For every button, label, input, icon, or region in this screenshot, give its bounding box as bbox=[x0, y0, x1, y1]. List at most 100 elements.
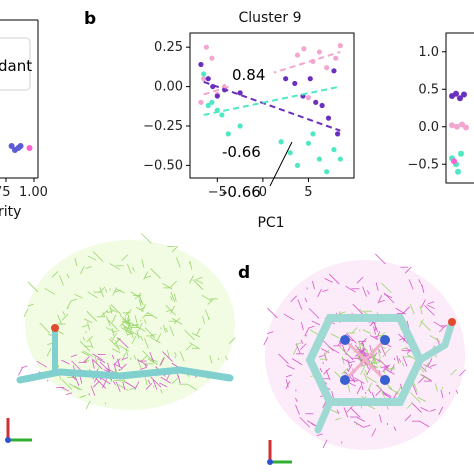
mesh-line bbox=[331, 391, 335, 400]
mesh-line bbox=[341, 367, 349, 375]
mesh-line bbox=[398, 358, 402, 363]
mesh-line bbox=[348, 360, 355, 364]
mesh-line bbox=[377, 384, 381, 390]
mesh-line bbox=[395, 307, 406, 315]
mesh-line bbox=[160, 376, 171, 384]
mesh-line bbox=[113, 363, 117, 372]
mesh-line bbox=[263, 336, 269, 346]
mesh-line bbox=[362, 329, 371, 335]
panel-b-point-series-2 bbox=[287, 150, 293, 156]
mesh-line bbox=[147, 379, 151, 385]
annotation-purple-r: -0.66 bbox=[222, 143, 261, 161]
mesh-line bbox=[23, 308, 29, 318]
mesh-line bbox=[283, 313, 294, 321]
mesh-line bbox=[81, 351, 90, 357]
oxygen-atom-right bbox=[448, 318, 456, 326]
mesh-line bbox=[228, 337, 236, 344]
mesh-line bbox=[171, 245, 179, 253]
mesh-line bbox=[87, 291, 98, 299]
mesh-line bbox=[297, 299, 303, 310]
mesh-line bbox=[137, 359, 148, 367]
mesh-line bbox=[147, 358, 158, 365]
mesh-line bbox=[141, 259, 145, 268]
mesh-line bbox=[393, 426, 397, 432]
mesh-line bbox=[375, 282, 379, 291]
mesh-line bbox=[172, 318, 183, 325]
mesh-line bbox=[319, 367, 323, 373]
panel-b-point-series-2 bbox=[201, 71, 207, 77]
panel-c: 1.0 0.5 0.0 −0.5 bbox=[407, 32, 474, 184]
panel-b-point-series-2 bbox=[337, 156, 343, 162]
mesh-line bbox=[79, 375, 83, 384]
mesh-line bbox=[122, 381, 126, 390]
panel-a-xlabel: rity bbox=[0, 204, 21, 220]
mesh-line bbox=[66, 273, 70, 279]
panel-b-point-series-2 bbox=[331, 147, 337, 153]
mesh-line bbox=[57, 314, 62, 325]
mesh-line bbox=[192, 279, 204, 290]
mesh-line bbox=[207, 298, 215, 305]
mesh-line bbox=[330, 333, 340, 339]
mesh-line bbox=[316, 433, 323, 437]
mesh-line bbox=[143, 319, 147, 324]
mesh-line bbox=[111, 354, 115, 360]
mesh-line bbox=[225, 356, 228, 361]
mesh-line bbox=[70, 354, 78, 358]
mesh-line bbox=[438, 406, 444, 415]
mesh-line bbox=[324, 278, 333, 283]
mesh-line bbox=[112, 332, 117, 342]
panel-b-point-series-2 bbox=[278, 139, 284, 145]
mesh-line bbox=[338, 340, 342, 345]
mesh-line bbox=[420, 407, 429, 412]
mesh-line bbox=[126, 263, 132, 274]
mesh-line bbox=[140, 355, 148, 362]
mesh-line bbox=[149, 351, 155, 363]
annotation-pointer bbox=[269, 141, 293, 187]
panel-b-xtick-label: 0 bbox=[259, 185, 267, 200]
mesh-line bbox=[370, 355, 379, 361]
mesh-line bbox=[162, 282, 173, 290]
mesh-line bbox=[150, 336, 161, 344]
panel-b-trendline-1 bbox=[203, 80, 341, 132]
mesh-line bbox=[285, 379, 289, 388]
mesh-line bbox=[419, 306, 423, 315]
panel-b-point-series-0 bbox=[294, 52, 301, 58]
mesh-line bbox=[352, 303, 364, 315]
mesh-line bbox=[418, 279, 422, 284]
mesh-line bbox=[163, 324, 166, 333]
mesh-line bbox=[165, 304, 176, 316]
mesh-line bbox=[145, 383, 153, 390]
mesh-line bbox=[36, 360, 48, 368]
mesh-line bbox=[111, 314, 117, 323]
mesh-line bbox=[80, 265, 85, 275]
mesh-line bbox=[429, 335, 441, 342]
mesh-line bbox=[379, 414, 382, 423]
nitrogen-atom-2 bbox=[380, 335, 390, 345]
mesh-line bbox=[380, 387, 385, 398]
mesh-line bbox=[127, 317, 131, 326]
mesh-line bbox=[69, 383, 80, 390]
mesh-line bbox=[350, 407, 361, 418]
mesh-line bbox=[170, 280, 177, 288]
mesh-line bbox=[372, 354, 378, 365]
mesh-line bbox=[299, 416, 311, 428]
mesh-line bbox=[87, 322, 90, 331]
panel-a-xtick-label-2: 1.00 bbox=[19, 185, 48, 200]
panel-c-point-series-1 bbox=[449, 122, 455, 129]
panel-b-point-series-2 bbox=[324, 169, 330, 175]
mesh-line bbox=[411, 402, 422, 413]
mesh-line bbox=[61, 313, 69, 321]
mesh-line bbox=[364, 424, 371, 428]
mesh-line bbox=[188, 342, 200, 349]
panel-c-point-series-0 bbox=[461, 91, 467, 98]
nitrogen-atom-4 bbox=[380, 375, 390, 385]
mesh-line bbox=[27, 303, 34, 307]
mesh-line bbox=[143, 271, 149, 280]
mesh-line bbox=[65, 392, 73, 396]
sidechain-bottom bbox=[314, 398, 334, 434]
mesh-line bbox=[111, 348, 121, 354]
mesh-line bbox=[105, 327, 115, 332]
mesh-line bbox=[114, 289, 121, 293]
panel-b-point-series-0 bbox=[316, 49, 322, 55]
mesh-line bbox=[130, 291, 141, 299]
